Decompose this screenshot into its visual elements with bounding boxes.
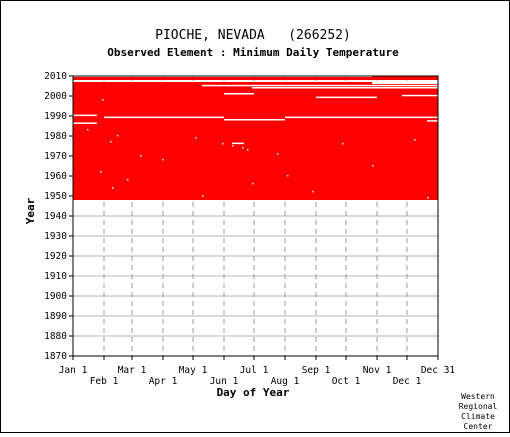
missing-segment (202, 84, 438, 87)
x-tick-label: Feb 1 (90, 376, 119, 387)
missing-segment (224, 119, 285, 121)
data-block (73, 84, 438, 200)
missing-day (202, 195, 204, 197)
x-axis-title: Day of Year (217, 386, 290, 399)
missing-segment (232, 142, 244, 145)
missing-segment (402, 94, 438, 97)
x-tick-label: Mar 1 (118, 365, 147, 376)
y-tick-label: 2010 (44, 71, 67, 82)
x-tick-label: Oct 1 (332, 376, 361, 387)
y-tick-label: 1890 (44, 311, 67, 322)
y-tick-label: 1940 (44, 211, 67, 222)
y-axis-title: Year (24, 197, 37, 224)
missing-day (112, 187, 114, 189)
credit-line-1: Western (461, 392, 495, 401)
x-tick-label: Dec 31 (421, 365, 456, 376)
y-tick-label: 1950 (44, 191, 67, 202)
credit-line-2: Regional (459, 402, 498, 411)
missing-day (312, 191, 314, 193)
missing-segment (285, 116, 438, 119)
credit-line-3: Climate (461, 412, 495, 421)
chart-subtitle: Observed Element : Minimum Daily Tempera… (107, 46, 399, 59)
missing-day (372, 165, 374, 167)
chart-title: PIOCHE, NEVADA (266252) (155, 28, 351, 43)
missing-day (100, 171, 102, 173)
y-tick-label: 1870 (44, 351, 67, 362)
missing-day (242, 147, 244, 149)
x-tick-label: Aug 1 (271, 376, 300, 387)
x-tick-label: May 1 (179, 365, 208, 376)
y-tick-label: 1920 (44, 251, 67, 262)
missing-segment (104, 116, 224, 119)
y-tick-label: 1980 (44, 131, 67, 142)
missing-day (140, 155, 142, 157)
missing-day (342, 143, 344, 145)
missing-day (414, 139, 416, 141)
y-tick-label: 1970 (44, 151, 67, 162)
y-tick-label: 1900 (44, 291, 67, 302)
y-tick-label: 1880 (44, 331, 67, 342)
missing-day (195, 137, 197, 139)
y-tick-label: 1990 (44, 111, 67, 122)
x-tick-label: Apr 1 (149, 376, 178, 387)
missing-day (247, 149, 249, 151)
missing-day (117, 135, 119, 137)
x-tick-label: Nov 1 (363, 365, 392, 376)
missing-segment (73, 114, 97, 117)
missing-day (427, 197, 429, 199)
missing-segment (224, 93, 254, 95)
data-block (73, 77, 438, 80)
missing-day (287, 175, 289, 177)
missing-segment (427, 120, 438, 122)
x-tick-label: Jun 1 (210, 376, 239, 387)
y-tick-label: 1910 (44, 271, 67, 282)
missing-day (252, 183, 254, 185)
x-tick-label: Jan 1 (59, 365, 88, 376)
x-tick-label: Sep 1 (302, 365, 331, 376)
missing-day (277, 153, 279, 155)
data-block (73, 82, 372, 84)
y-tick-label: 1930 (44, 231, 67, 242)
x-tick-label: Jul 1 (240, 365, 269, 376)
y-tick-label: 1960 (44, 171, 67, 182)
missing-segment (73, 122, 97, 124)
credit-line-4: Center (464, 422, 493, 431)
missing-day (87, 129, 89, 131)
missing-day (222, 143, 224, 145)
y-tick-label: 2000 (44, 91, 67, 102)
missing-day (127, 179, 129, 181)
missing-day (110, 141, 112, 143)
credit-block: Western Regional Climate Center (459, 392, 498, 431)
missing-day (162, 159, 164, 161)
x-tick-label: Dec 1 (393, 376, 422, 387)
missing-day (102, 99, 104, 101)
missing-segment (252, 87, 438, 89)
plot-area: 1870 1880 1890 1900 1910 1920 1930 1940 1950 1960… (44, 71, 455, 387)
missing-day (232, 145, 234, 147)
missing-segment (316, 96, 377, 99)
